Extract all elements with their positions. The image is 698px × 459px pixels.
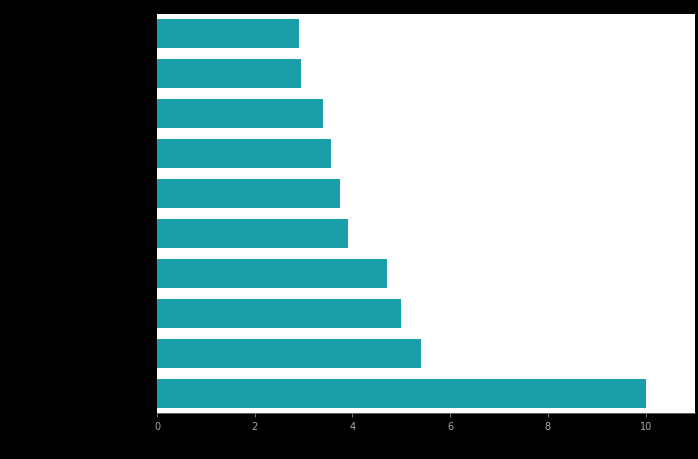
Bar (157, 299, 401, 328)
Bar (157, 379, 646, 408)
Bar (157, 179, 341, 208)
Bar (157, 259, 387, 288)
Bar (157, 59, 302, 88)
Bar (157, 139, 331, 168)
Bar (157, 19, 299, 48)
Bar (157, 99, 323, 128)
Bar (157, 219, 348, 248)
Bar (157, 339, 421, 368)
